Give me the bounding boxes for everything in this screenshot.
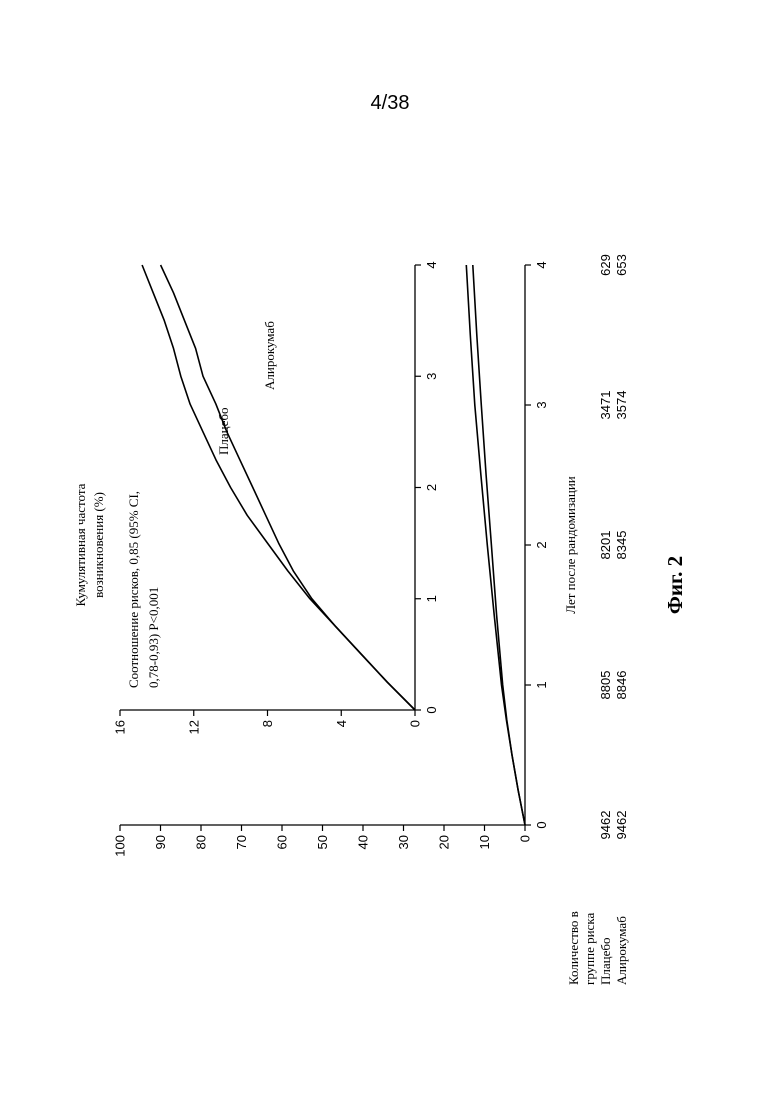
main-y-tick-label: 50: [315, 835, 330, 849]
main-y-tick-label: 20: [437, 835, 452, 849]
inset-series: [142, 265, 415, 710]
y-axis-title-line: возникновения (%): [91, 492, 106, 598]
x-axis-title: Лет после рандомизации: [563, 476, 578, 614]
main-x-tick-label: 1: [534, 681, 549, 688]
risk-table-cell: 8201: [598, 531, 613, 560]
risk-table-row-label: Плацебо: [598, 938, 613, 986]
inset-y-tick-label: 12: [186, 720, 201, 734]
inset-x-tick-label: 3: [424, 373, 439, 380]
main-series: [466, 265, 525, 825]
risk-table: Количество вгруппе рискаПлацебо946288058…: [566, 254, 629, 985]
risk-table-cell: 629: [598, 254, 613, 276]
inset-y-ticks: 0 4 8 12 16: [113, 710, 423, 734]
inset-series-alirocumab-line: [161, 265, 415, 710]
risk-table-cell: 3471: [598, 391, 613, 420]
figure-rotated-group: 0102030405060708090100 01234 0481216 012…: [73, 254, 629, 985]
inset-x-tick-label: 0: [424, 706, 439, 713]
main-x-tick-label: 2: [534, 541, 549, 548]
hazard-ratio-annotation: Соотношение рисков, 0,85 (95% CI, 0,78-0,…: [126, 491, 161, 688]
inset-y-tick-label: 0: [408, 720, 423, 727]
main-y-tick-label: 40: [356, 835, 371, 849]
risk-table-cell: 8846: [614, 671, 629, 700]
risk-table-cell: 9462: [614, 811, 629, 840]
inset-series-placebo-line: [142, 265, 415, 710]
figure-label: Фиг. 2: [663, 556, 687, 614]
main-y-ticks: 0 10 20 30 40 50 60 70 80 90 100: [113, 825, 533, 857]
annotation-line: Соотношение рисков, 0,85 (95% CI,: [126, 491, 141, 688]
main-x-tick-label: 4: [534, 261, 549, 268]
annotation-line: 0,78-0,93) P<0,001: [146, 587, 161, 688]
placebo-series-label: Плацебо: [216, 408, 231, 456]
main-y-tick-label: 60: [275, 835, 290, 849]
risk-table-cell: 653: [614, 254, 629, 276]
alirocumab-series-label: Алирокумаб: [262, 321, 277, 390]
main-y-tick-label: 100: [113, 835, 128, 857]
main-x-ticks: 0 1 2 3 4: [525, 261, 549, 828]
main-y-tick-label: 30: [396, 835, 411, 849]
inset-x-tick-label: 2: [424, 484, 439, 491]
inset-x-tick-label: 4: [424, 261, 439, 268]
main-series-alirocumab-line: [473, 265, 525, 825]
main-y-tick-label: 90: [153, 835, 168, 849]
risk-table-cell: 8805: [598, 671, 613, 700]
main-series-placebo-line: [466, 265, 525, 825]
y-axis-title-line: Кумулятивная частота: [73, 483, 88, 606]
risk-table-cell: 8345: [614, 531, 629, 560]
main-x-tick-label: 3: [534, 401, 549, 408]
inset-y-tick-label: 8: [260, 720, 275, 727]
risk-table-cell: 3574: [614, 391, 629, 420]
main-y-tick-label: 0: [518, 835, 533, 842]
main-panel: 0102030405060708090100 01234: [113, 261, 550, 856]
inset-x-ticks: 0 1 2 3 4: [415, 261, 439, 713]
main-y-tick-label: 70: [234, 835, 249, 849]
inset-y-tick-label: 16: [113, 720, 128, 734]
risk-table-header: Количество в: [566, 911, 581, 985]
risk-table-header: группе риска: [582, 913, 597, 985]
inset-x-tick-label: 1: [424, 595, 439, 602]
risk-table-row-label: Алирокумаб: [614, 916, 629, 985]
risk-table-cell: 9462: [598, 811, 613, 840]
y-axis-title: Кумулятивная частотавозникновения (%): [73, 483, 106, 606]
main-y-tick-label: 80: [194, 835, 209, 849]
main-x-tick-label: 0: [534, 821, 549, 828]
main-y-tick-label: 10: [477, 835, 492, 849]
inset-y-tick-label: 4: [334, 720, 349, 727]
